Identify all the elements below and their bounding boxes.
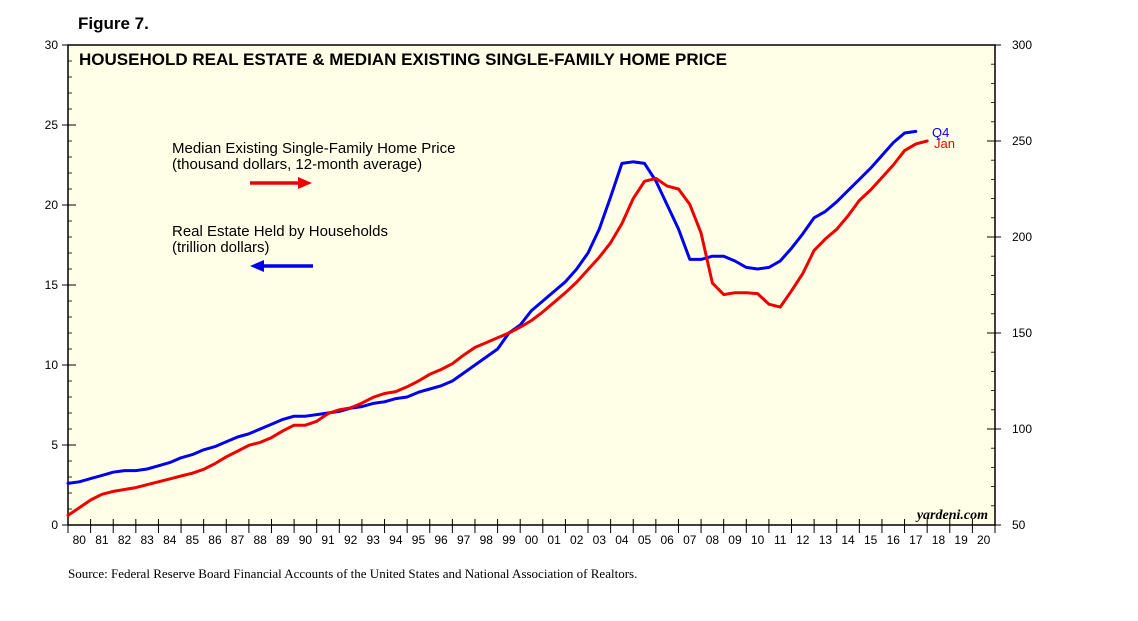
x-tick-label: 83 xyxy=(140,533,154,547)
legend-price-line1: Median Existing Single-Family Home Price xyxy=(172,140,455,157)
x-tick-label: 02 xyxy=(570,533,584,547)
home-price-line xyxy=(66,139,929,517)
x-tick-label: 01 xyxy=(547,533,561,547)
x-tick-label: 96 xyxy=(434,533,448,547)
x-tick-label: 17 xyxy=(909,533,923,547)
x-tick-label: 99 xyxy=(502,533,516,547)
x-tick-label: 90 xyxy=(299,533,313,547)
figure-label: Figure 7. xyxy=(78,14,149,33)
left-tick-label: 25 xyxy=(45,118,59,132)
x-tick-label: 97 xyxy=(457,533,471,547)
x-tick-label: 07 xyxy=(683,533,697,547)
x-tick-label: 20 xyxy=(977,533,991,547)
left-tick-label: 0 xyxy=(51,518,58,532)
x-tick-label: 92 xyxy=(344,533,358,547)
end-label-q4: Q4 xyxy=(932,125,949,140)
left-tick-label: 30 xyxy=(45,38,59,52)
x-tick-label: 13 xyxy=(819,533,833,547)
x-tick-label: 80 xyxy=(73,533,87,547)
x-tick-label: 81 xyxy=(95,533,109,547)
right-tick-label: 50 xyxy=(1012,518,1026,532)
series-lines xyxy=(66,129,929,517)
x-tick-label: 86 xyxy=(208,533,222,547)
x-tick-label: 89 xyxy=(276,533,290,547)
left-tick-label: 10 xyxy=(45,358,59,372)
legend-price-line2: (thousand dollars, 12-month average) xyxy=(172,156,422,173)
right-tick-label: 200 xyxy=(1012,230,1032,244)
real-estate-line xyxy=(66,129,918,485)
x-tick-label: 03 xyxy=(593,533,607,547)
legend-realestate: Real Estate Held by Households (trillion… xyxy=(172,223,388,272)
x-tick-label: 09 xyxy=(728,533,742,547)
x-tick-label: 93 xyxy=(367,533,381,547)
x-tick-label: 19 xyxy=(954,533,968,547)
x-tick-label: 10 xyxy=(751,533,765,547)
x-tick-label: 04 xyxy=(615,533,629,547)
x-tick-label: 06 xyxy=(660,533,674,547)
right-tick-label: 100 xyxy=(1012,422,1032,436)
x-tick-label: 94 xyxy=(389,533,403,547)
x-tick-label: 85 xyxy=(186,533,200,547)
left-tick-label: 5 xyxy=(51,438,58,452)
x-tick-label: 91 xyxy=(321,533,335,547)
right-tick-label: 300 xyxy=(1012,38,1032,52)
x-tick-label: 18 xyxy=(932,533,946,547)
x-tick-label: 98 xyxy=(480,533,494,547)
legend-realestate-arrowhead xyxy=(250,260,264,272)
x-tick-label: 14 xyxy=(841,533,855,547)
x-tick-label: 84 xyxy=(163,533,177,547)
plot-area xyxy=(67,44,996,526)
watermark: yardeni.com xyxy=(915,508,988,523)
end-label-jan: Jan xyxy=(934,136,955,151)
right-tick-label: 250 xyxy=(1012,134,1032,148)
legend-price-arrowhead xyxy=(298,177,312,189)
chart-title: HOUSEHOLD REAL ESTATE & MEDIAN EXISTING … xyxy=(79,50,727,69)
source-note: Source: Federal Reserve Board Financial … xyxy=(68,566,638,581)
x-tick-label: 15 xyxy=(864,533,878,547)
x-tick-label: 05 xyxy=(638,533,652,547)
x-tick-label: 12 xyxy=(796,533,810,547)
x-tick-label: 82 xyxy=(118,533,132,547)
x-tick-label: 88 xyxy=(254,533,268,547)
legend-realestate-line1: Real Estate Held by Households xyxy=(172,223,388,240)
right-tick-label: 150 xyxy=(1012,326,1032,340)
legend-price: Median Existing Single-Family Home Price… xyxy=(172,140,455,189)
x-tick-label: 16 xyxy=(887,533,901,547)
left-tick-label: 15 xyxy=(45,278,59,292)
x-tick-label: 08 xyxy=(706,533,720,547)
left-tick-label: 20 xyxy=(45,198,59,212)
x-tick-label: 00 xyxy=(525,533,539,547)
x-tick-label: 87 xyxy=(231,533,245,547)
legend-realestate-line2: (trillion dollars) xyxy=(172,239,270,256)
x-tick-label: 95 xyxy=(412,533,426,547)
x-tick-label: 11 xyxy=(774,533,787,547)
